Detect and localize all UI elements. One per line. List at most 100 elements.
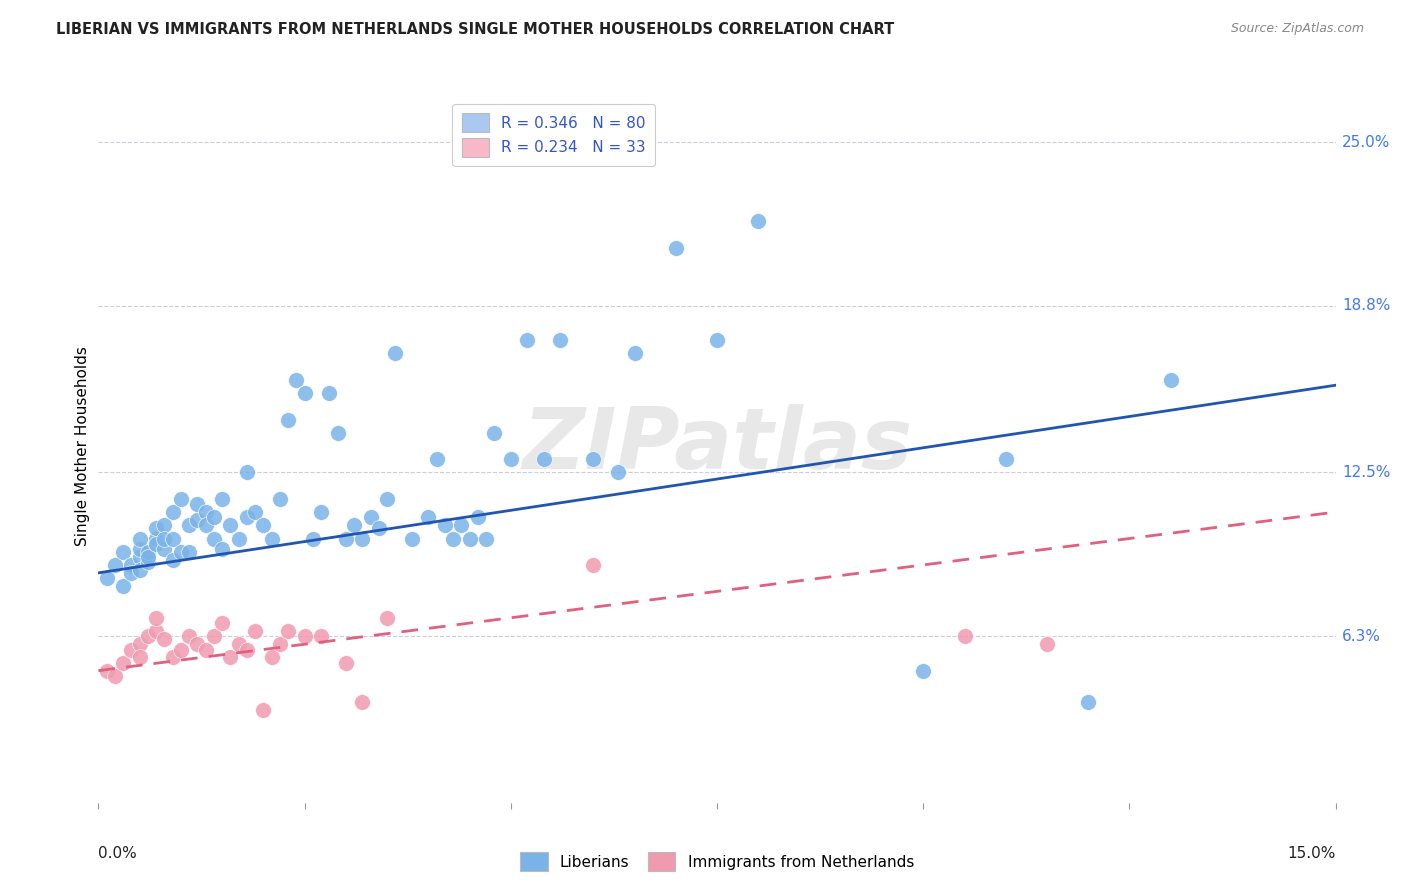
Point [219,650,242,665]
Point [179,629,201,643]
Point [302,532,325,546]
Point [145,624,167,638]
Point [499,452,522,467]
Point [665,241,688,255]
Point [994,452,1017,467]
Point [136,555,159,569]
Point [153,532,176,546]
Point [458,532,481,546]
Point [335,532,357,546]
Y-axis label: Single Mother Households: Single Mother Households [75,346,90,546]
Point [294,629,316,643]
Point [211,542,233,557]
Point [533,452,555,467]
Point [1036,637,1059,651]
Point [145,521,167,535]
Point [550,333,572,347]
Point [112,579,135,593]
Point [450,518,472,533]
Point [623,346,645,360]
Point [170,545,193,559]
Point [252,703,274,717]
Point [1160,373,1182,387]
Point [335,656,357,670]
Point [219,518,242,533]
Point [375,611,398,625]
Text: LIBERIAN VS IMMIGRANTS FROM NETHERLANDS SINGLE MOTHER HOUSEHOLDS CORRELATION CHA: LIBERIAN VS IMMIGRANTS FROM NETHERLANDS … [56,22,894,37]
Text: 25.0%: 25.0% [1341,135,1391,150]
Point [441,532,464,546]
Point [228,637,250,651]
Point [211,616,233,631]
Point [352,532,374,546]
Point [401,532,423,546]
Point [309,505,332,519]
Point [375,491,398,506]
Point [202,532,225,546]
Point [484,425,506,440]
Point [516,333,538,347]
Point [294,386,316,401]
Point [912,664,935,678]
Point [136,629,159,643]
Point [104,669,127,683]
Point [186,497,208,511]
Point [194,505,217,519]
Point [162,505,184,519]
Text: 0.0%: 0.0% [98,846,138,861]
Point [162,552,184,566]
Point [186,637,208,651]
Point [326,425,349,440]
Point [128,563,150,577]
Point [145,537,167,551]
Point [96,571,118,585]
Point [953,629,976,643]
Point [128,542,150,557]
Point [179,545,201,559]
Point [607,466,630,480]
Point [179,518,201,533]
Point [128,650,150,665]
Point [211,491,233,506]
Point [162,532,184,546]
Point [343,518,366,533]
Point [170,491,193,506]
Point [145,532,167,546]
Point [120,642,142,657]
Point [352,695,374,709]
Point [104,558,127,572]
Point [128,637,150,651]
Point [96,664,118,678]
Point [367,521,389,535]
Point [162,650,184,665]
Point [285,373,308,387]
Point [269,491,291,506]
Point [228,532,250,546]
Point [120,566,142,580]
Point [153,542,176,557]
Point [128,532,150,546]
Point [318,386,340,401]
Point [243,624,266,638]
Text: 15.0%: 15.0% [1288,846,1336,861]
Point [1077,695,1099,709]
Point [153,632,176,646]
Point [309,629,332,643]
Point [128,549,150,564]
Point [186,513,208,527]
Point [582,452,605,467]
Text: Source: ZipAtlas.com: Source: ZipAtlas.com [1230,22,1364,36]
Point [260,532,283,546]
Point [582,558,605,572]
Text: ZIPatlas: ZIPatlas [522,404,912,488]
Text: 6.3%: 6.3% [1341,629,1381,644]
Point [236,466,259,480]
Point [145,611,167,625]
Point [112,656,135,670]
Point [136,545,159,559]
Point [112,545,135,559]
Point [384,346,406,360]
Point [706,333,728,347]
Point [120,558,142,572]
Point [360,510,382,524]
